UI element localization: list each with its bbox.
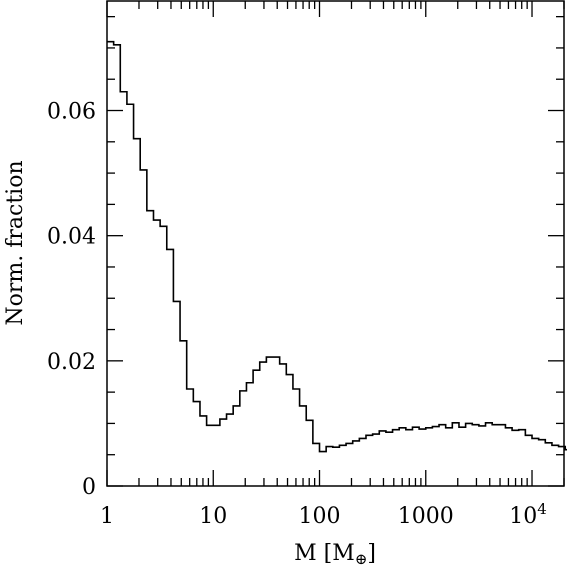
x-tick-label: 1 [100,504,114,529]
x-tick-label-base: 10 [509,504,537,529]
y-tick-label: 0.02 [47,350,96,375]
y-tick-label: 0.06 [47,100,96,125]
x-tick-label: 10 [199,504,227,529]
x-axis-label: M [M⊕] [294,541,376,567]
x-tick-label: 1000 [398,504,454,529]
x-tick-label-base: 10 [199,504,227,529]
plot-frame [106,0,565,487]
axis-ticks [106,1,565,487]
y-tick-label: 0.04 [47,225,96,250]
y-axis-label: Norm. fraction [3,160,28,325]
x-tick-label: 100 [299,504,341,529]
y-tick-label: 0 [82,475,96,500]
x-tick-label: 104 [509,500,547,529]
x-tick-label-base: 100 [299,504,341,529]
x-tick-label-base: 1000 [398,504,454,529]
histogram-series [107,40,567,453]
x-tick-label-base: 1 [100,504,114,529]
x-tick-label-exponent: 4 [537,500,547,518]
